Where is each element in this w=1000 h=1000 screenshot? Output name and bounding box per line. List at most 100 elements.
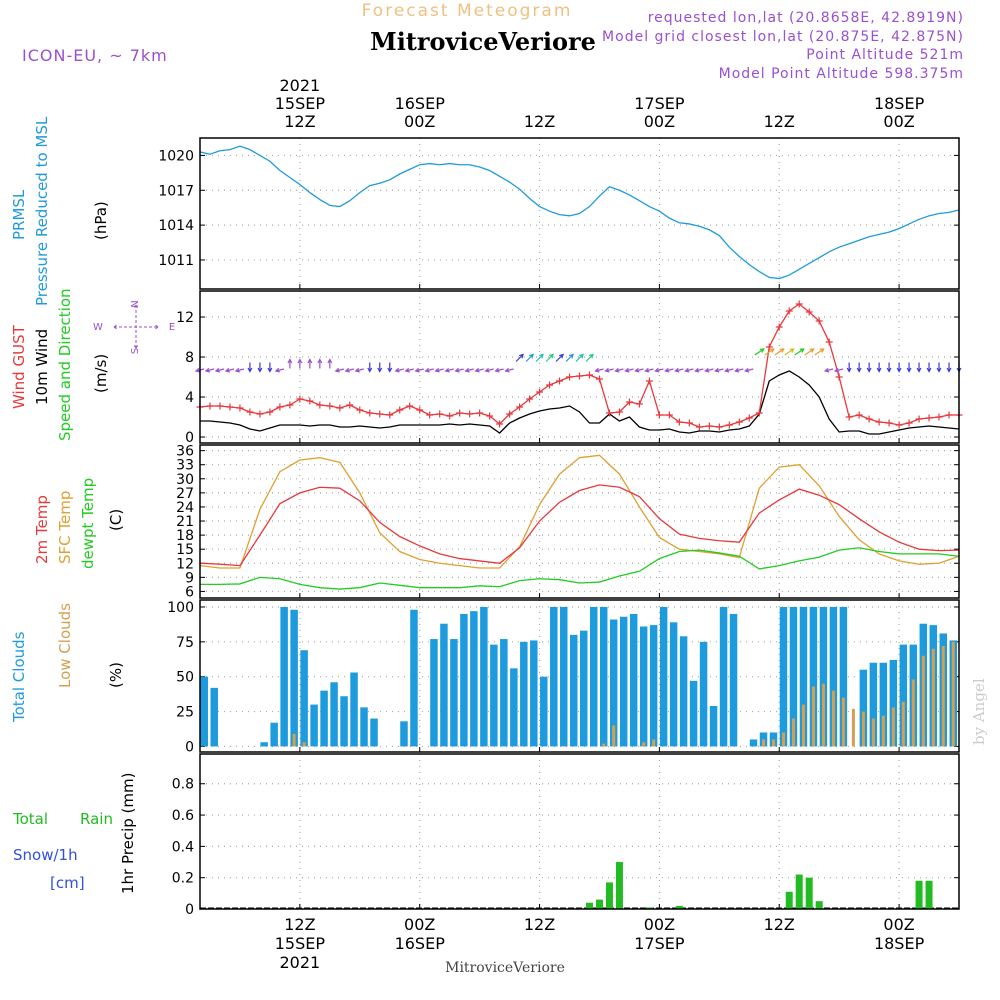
total-cloud-bar <box>260 742 268 747</box>
wind-arrow-head <box>644 367 650 373</box>
time-label: 12Z <box>524 112 555 131</box>
wind-arrow <box>495 368 504 372</box>
gust-marker <box>785 307 793 315</box>
y-tick-label: 12 <box>176 556 194 572</box>
wind-arrow-head <box>759 348 765 353</box>
wind-arrow <box>505 368 514 372</box>
y-tick-label: 21 <box>176 514 194 530</box>
wind-arrow-head <box>614 367 620 373</box>
wind-arrow <box>735 368 744 372</box>
wind-arrow <box>335 368 344 372</box>
gust-marker <box>456 409 464 417</box>
gust-marker <box>855 411 863 419</box>
sfc-temp-label: SFC Temp <box>56 491 74 564</box>
wind-arrow-head <box>896 367 902 373</box>
gust-marker <box>805 308 813 316</box>
location-title: MitroviceVeriore <box>370 27 596 56</box>
wind-arrow <box>774 348 785 356</box>
wind-arrow-head <box>539 353 544 359</box>
total-cloud-bar <box>550 606 558 747</box>
wind-arrow-head <box>344 367 350 373</box>
gust-marker <box>376 410 384 418</box>
wind-arrow <box>535 354 544 362</box>
gust-marker <box>685 419 693 427</box>
dewpt-line <box>200 547 960 590</box>
gust-marker <box>306 397 314 405</box>
total-cloud-bar <box>560 606 568 747</box>
wind-arrow <box>565 354 574 362</box>
wind-arrow <box>475 368 484 372</box>
wind-arrow-head <box>464 367 470 373</box>
low-cloud-bar <box>292 733 296 747</box>
gust-marker <box>426 411 434 419</box>
total-clouds-label: Total Clouds <box>10 631 28 723</box>
wind-arrow <box>695 368 704 372</box>
gust-marker <box>645 377 653 385</box>
total-cloud-bar <box>210 687 218 747</box>
total-cloud-bar <box>430 639 438 747</box>
wind-arrow-head <box>444 367 450 373</box>
total-cloud-bar <box>580 630 588 747</box>
wind-arrow <box>275 368 285 372</box>
gust-marker <box>216 402 224 410</box>
gust-marker <box>406 402 414 410</box>
gust-marker <box>476 409 484 417</box>
y-tick-label: 9 <box>185 570 194 586</box>
wind-arrow-head <box>906 367 912 373</box>
low-cloud-bar <box>642 742 646 747</box>
time-label: 00Z <box>404 915 435 934</box>
wind-arrow-head <box>846 367 852 373</box>
total-cloud-bar <box>530 640 538 747</box>
y-tick-label: 75 <box>176 635 194 651</box>
compass-n: N <box>130 300 141 307</box>
y-tick-label: 1014 <box>158 218 194 234</box>
gust-marker <box>366 409 374 417</box>
gust-marker <box>925 414 933 422</box>
wind-arrow-head <box>578 353 584 359</box>
low-cloud-bar <box>941 646 945 747</box>
wind-arrow-head <box>287 358 293 364</box>
total-cloud-bar <box>599 606 608 747</box>
time-label: 16SEP <box>395 934 446 953</box>
wind-arrow <box>555 354 564 362</box>
gust-marker <box>486 412 494 420</box>
low-cloud-bar <box>762 739 766 747</box>
total-cloud-bar <box>490 644 498 747</box>
time-label: 16SEP <box>395 94 446 113</box>
temp2m-line <box>199 484 960 567</box>
total-cloud-bar <box>649 625 658 747</box>
gust-marker <box>795 300 803 308</box>
total-cloud-bar <box>310 704 318 747</box>
total-cloud-bar <box>500 639 508 747</box>
gust-marker <box>835 373 843 381</box>
y-tick-label: 6 <box>185 584 194 600</box>
wind-arrow-head <box>569 353 574 359</box>
panel-border <box>199 290 960 444</box>
wind-arrow-head <box>856 367 862 373</box>
wind-arrow-head <box>876 367 882 373</box>
pressure-labels: PRMSL Pressure Reduced to MSL (hPa) <box>10 116 110 306</box>
wind-arrow <box>585 354 594 362</box>
total-cloud-bar <box>669 622 678 747</box>
time-label: 00Z <box>883 112 914 131</box>
wind-arrow-head <box>424 367 430 373</box>
rain-bar <box>645 907 653 909</box>
wind-arrow-head <box>886 367 892 373</box>
wind-arrow-head <box>434 367 440 373</box>
requested-coords: requested lon,lat (20.8658E, 42.8919N) <box>648 10 964 26</box>
rain-bar <box>915 880 923 909</box>
wind-arrow <box>415 368 424 372</box>
total-cloud-bar <box>879 662 888 747</box>
total-cloud-bar <box>300 650 308 747</box>
wind-arrow <box>705 368 714 372</box>
gust-marker <box>516 403 524 411</box>
wind-arrow <box>605 368 614 372</box>
total-cloud-bar <box>460 613 468 747</box>
gust-marker <box>316 401 324 409</box>
total-cloud-bar <box>749 739 758 747</box>
gust-marker <box>496 420 504 428</box>
wind-arrow <box>525 354 534 362</box>
gust-marker <box>605 409 613 417</box>
time-label: 18SEP <box>874 934 925 953</box>
low-cloud-bar <box>921 655 925 747</box>
